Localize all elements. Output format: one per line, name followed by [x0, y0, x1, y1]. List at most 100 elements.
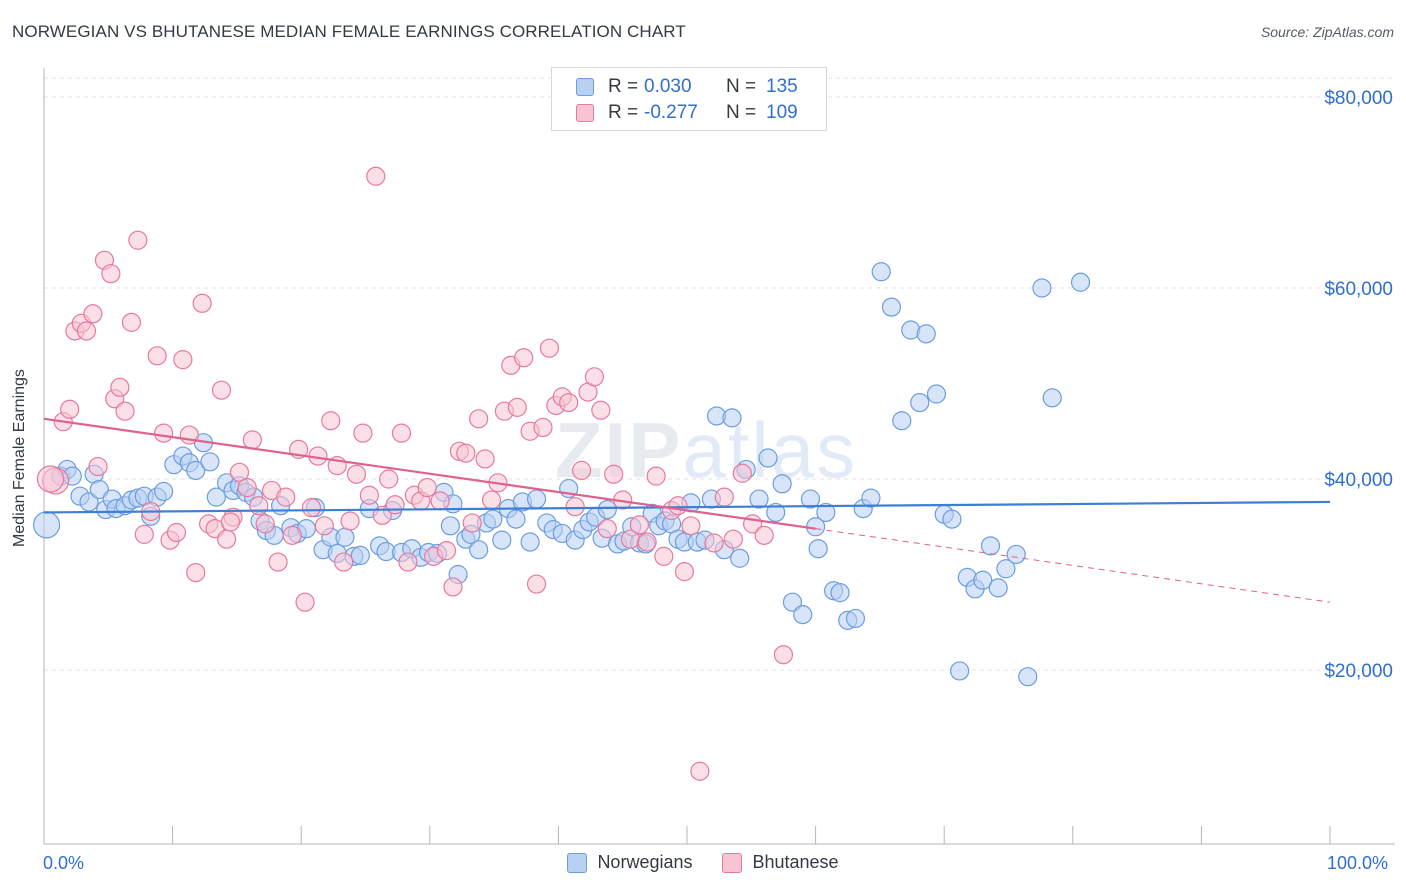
legend-label-bhutanese: Bhutanese [752, 852, 839, 872]
data-point [772, 474, 792, 494]
data-point [507, 397, 527, 417]
data-point [533, 417, 553, 438]
data-point [723, 529, 743, 549]
data-point [475, 449, 495, 469]
data-point [766, 502, 786, 523]
data-point [910, 393, 930, 413]
data-point [76, 321, 97, 341]
data-point [732, 463, 752, 483]
data-point [604, 464, 624, 484]
data-point [793, 605, 813, 625]
data-point [385, 495, 405, 515]
data-point [526, 489, 547, 509]
data-point [565, 497, 585, 517]
legend-row-bhutanese: R = -0.277 N = 109 [576, 99, 798, 127]
data-point [295, 592, 315, 612]
data-point [861, 488, 881, 508]
data-point [674, 562, 695, 582]
data-point [60, 399, 80, 419]
data-point [166, 522, 187, 543]
data-point [440, 516, 460, 536]
data-point [714, 487, 734, 507]
data-point [514, 348, 534, 368]
data-point [690, 761, 710, 781]
data-point [988, 578, 1008, 598]
data-point [973, 570, 993, 590]
data-point [668, 496, 688, 516]
data-point [359, 485, 379, 505]
data-point [559, 393, 579, 413]
n-value: 135 [766, 76, 798, 97]
data-point [391, 423, 412, 443]
data-point [430, 491, 450, 511]
data-point [1018, 667, 1038, 687]
data-point [121, 312, 142, 332]
series-legend: Norwegians Bhutanese [0, 852, 1406, 873]
data-point [520, 532, 540, 552]
data-point [206, 487, 226, 507]
data-point [340, 511, 360, 531]
data-point [782, 592, 803, 612]
data-point [186, 460, 206, 481]
y-tick-label: $80,000 [1324, 88, 1393, 109]
data-point [314, 516, 334, 536]
data-point [1070, 272, 1091, 292]
legend-item-norwegians: Norwegians [567, 852, 692, 873]
r-value: 0.030 [644, 76, 692, 97]
data-point [443, 577, 463, 597]
data-point [335, 527, 355, 547]
data-point [436, 541, 457, 561]
data-point [237, 477, 257, 498]
data-point [301, 498, 322, 518]
data-point [153, 481, 174, 502]
n-label: N = [726, 76, 757, 97]
data-point [871, 262, 891, 282]
data-point [597, 499, 617, 520]
data-point [483, 509, 503, 529]
data-point [456, 443, 476, 463]
data-point [469, 409, 489, 429]
y-axis-label: Median Female Earnings [11, 369, 28, 547]
data-point [704, 533, 724, 553]
data-point [268, 552, 288, 572]
legend-row-norwegians: R = 0.030 N = 135 [576, 73, 798, 101]
data-point [192, 293, 212, 313]
trend-line-extension [815, 528, 1331, 603]
source-label: Source: ZipAtlas.com [1260, 24, 1394, 40]
data-point [88, 456, 108, 477]
data-point [217, 529, 237, 549]
data-point [79, 492, 99, 512]
data-point [334, 552, 354, 572]
data-point [469, 540, 489, 560]
trend-line-bhutanese [43, 417, 816, 530]
data-point [881, 297, 902, 317]
legend-swatch-norwegians [567, 852, 588, 873]
data-point [539, 338, 559, 358]
legend-swatch-norwegians [576, 78, 594, 96]
n-label: N = [726, 102, 757, 123]
data-point [571, 460, 592, 481]
data-point [83, 304, 103, 324]
legend-swatch-bhutanese [722, 852, 743, 873]
data-point [749, 489, 769, 509]
data-point [186, 562, 206, 583]
y-tick-label: $20,000 [1324, 661, 1393, 682]
data-point [321, 411, 341, 431]
data-point [89, 479, 109, 500]
data-point [211, 380, 232, 400]
data-point [996, 559, 1016, 579]
x-tick-label-min: 0.0% [43, 853, 85, 873]
data-point [134, 524, 154, 544]
data-point [816, 502, 836, 523]
data-point [249, 496, 269, 516]
series-norwegians [32, 262, 1091, 687]
correlation-legend: R = 0.030 N = 135 R = -0.277 N = 109 [551, 67, 827, 131]
series-bhutanese [36, 166, 794, 781]
data-point [773, 645, 794, 665]
data-point [462, 513, 482, 533]
data-point [229, 462, 250, 482]
data-point [417, 477, 437, 498]
data-point [220, 512, 241, 532]
y-tick-label: $60,000 [1324, 279, 1393, 300]
